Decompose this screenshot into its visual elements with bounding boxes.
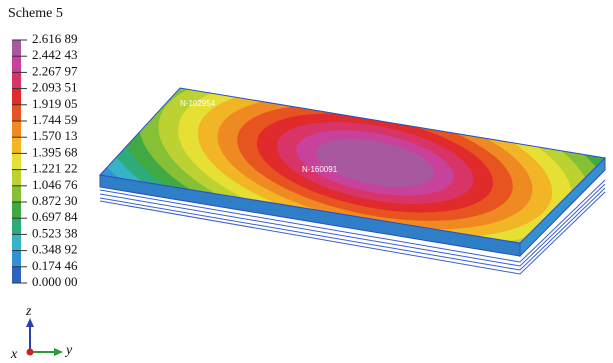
legend-swatch (12, 40, 21, 57)
node-label: N-160091 (302, 165, 338, 174)
legend-label: 1.744 59 (32, 112, 78, 127)
legend-swatch (12, 56, 21, 72)
legend: 2.616 892.442 432.267 97 2.093 511.919 05… (12, 31, 78, 289)
legend-swatch (12, 234, 21, 251)
title: Scheme 5 (8, 6, 63, 21)
axis-triad: z y x (10, 304, 73, 362)
legend-swatch (12, 186, 21, 203)
screenshot: Scheme 5 2.616 892.442 432.267 97 2.093 5… (0, 0, 613, 363)
legend-swatch (12, 72, 21, 89)
legend-label: 1.395 68 (32, 144, 78, 159)
legend-label: 1.046 76 (32, 177, 78, 192)
legend-swatch (12, 137, 21, 154)
legend-swatch (12, 170, 21, 187)
node-label: N-102954 (180, 99, 216, 108)
legend-swatch (12, 267, 21, 284)
axis-label: x (10, 347, 18, 362)
legend-label: 0.872 30 (32, 193, 78, 208)
legend-swatch (12, 153, 21, 170)
legend-label: 0.174 46 (32, 258, 78, 273)
legend-label: 2.093 51 (32, 80, 78, 95)
legend-swatch (12, 202, 21, 219)
legend-label: 2.442 43 (32, 47, 78, 62)
axis-label: z (25, 304, 32, 319)
legend-label: 0.348 92 (32, 242, 78, 257)
legend-swatch (12, 121, 21, 138)
legend-label: 0.000 00 (32, 274, 78, 289)
legend-label: 1.570 13 (32, 128, 78, 143)
legend-label: 0.697 84 (32, 209, 78, 224)
legend-swatch (12, 105, 21, 122)
page: Scheme 5 2.616 892.442 432.267 97 2.093 5… (0, 0, 613, 363)
legend-swatch (12, 89, 21, 106)
legend-label: 1.919 05 (32, 96, 78, 111)
legend-swatch (12, 251, 21, 268)
legend-label: 1.221 22 (32, 161, 78, 176)
legend-label: 2.616 89 (32, 31, 78, 46)
legend-swatch (12, 218, 21, 235)
legend-label: 0.523 38 (32, 225, 78, 240)
legend-label: 2.267 97 (32, 63, 78, 78)
axis-label: y (64, 343, 73, 358)
